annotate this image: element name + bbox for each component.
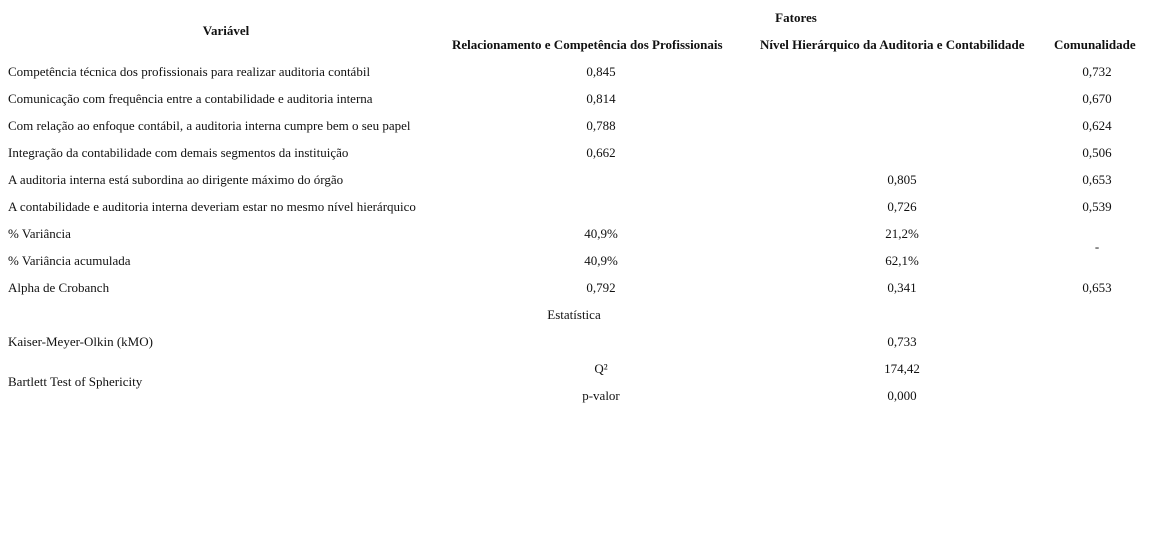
alpha-label: Alpha de Crobanch bbox=[8, 280, 110, 295]
row-factor1: 0,788 bbox=[586, 118, 616, 133]
row-comunalidade: 0,506 bbox=[1082, 145, 1112, 160]
row-factor1: 0,814 bbox=[586, 91, 616, 106]
row-comunalidade: 0,653 bbox=[1082, 172, 1112, 187]
estatistica-heading: Estatística bbox=[547, 307, 601, 322]
variance-label: % Variância bbox=[8, 226, 71, 241]
bartlett-p-label: p-valor bbox=[582, 388, 620, 403]
variance-comunalidade: - bbox=[1094, 239, 1100, 254]
variance-factor2: 21,2% bbox=[885, 226, 919, 241]
header-col-comunalidade: Comunalidade bbox=[1054, 37, 1136, 52]
alpha-factor1: 0,792 bbox=[586, 280, 616, 295]
cumulative-factor2: 62,1% bbox=[885, 253, 919, 268]
row-comunalidade: 0,732 bbox=[1082, 64, 1112, 79]
kmo-value: 0,733 bbox=[887, 334, 917, 349]
cumulative-label: % Variância acumulada bbox=[8, 253, 131, 268]
alpha-factor2: 0,341 bbox=[887, 280, 917, 295]
row-label: A contabilidade e auditoria interna deve… bbox=[8, 199, 416, 214]
header-variavel: Variável bbox=[202, 23, 250, 38]
cumulative-factor1: 40,9% bbox=[584, 253, 618, 268]
header-fatores: Fatores bbox=[775, 10, 817, 25]
row-comunalidade: 0,539 bbox=[1082, 199, 1112, 214]
row-label: Integração da contabilidade com demais s… bbox=[8, 145, 349, 160]
row-factor1: 0,662 bbox=[586, 145, 616, 160]
row-comunalidade: 0,670 bbox=[1082, 91, 1112, 106]
row-label: Com relação ao enfoque contábil, a audit… bbox=[8, 118, 411, 133]
row-label: A auditoria interna está subordina ao di… bbox=[8, 172, 344, 187]
row-factor1: 0,845 bbox=[586, 64, 616, 79]
row-label: Competência técnica dos profissionais pa… bbox=[8, 64, 371, 79]
row-label: Comunicação com frequência entre a conta… bbox=[8, 91, 373, 106]
bartlett-q-label: Q² bbox=[594, 361, 608, 376]
row-comunalidade: 0,624 bbox=[1082, 118, 1112, 133]
bartlett-label: Bartlett Test of Sphericity bbox=[8, 374, 143, 389]
header-col-nivel-hierarquico: Nível Hierárquico da Auditoria e Contabi… bbox=[760, 37, 1025, 52]
row-factor2: 0,726 bbox=[887, 199, 917, 214]
row-factor2: 0,805 bbox=[887, 172, 917, 187]
bartlett-p-value: 0,000 bbox=[887, 388, 917, 403]
alpha-comunalidade: 0,653 bbox=[1082, 280, 1112, 295]
header-col-relacionamento: Relacionamento e Competência dos Profiss… bbox=[452, 37, 723, 52]
kmo-label: Kaiser-Meyer-Olkin (kMO) bbox=[8, 334, 153, 349]
variance-factor1: 40,9% bbox=[584, 226, 618, 241]
bartlett-q-value: 174,42 bbox=[884, 361, 920, 376]
